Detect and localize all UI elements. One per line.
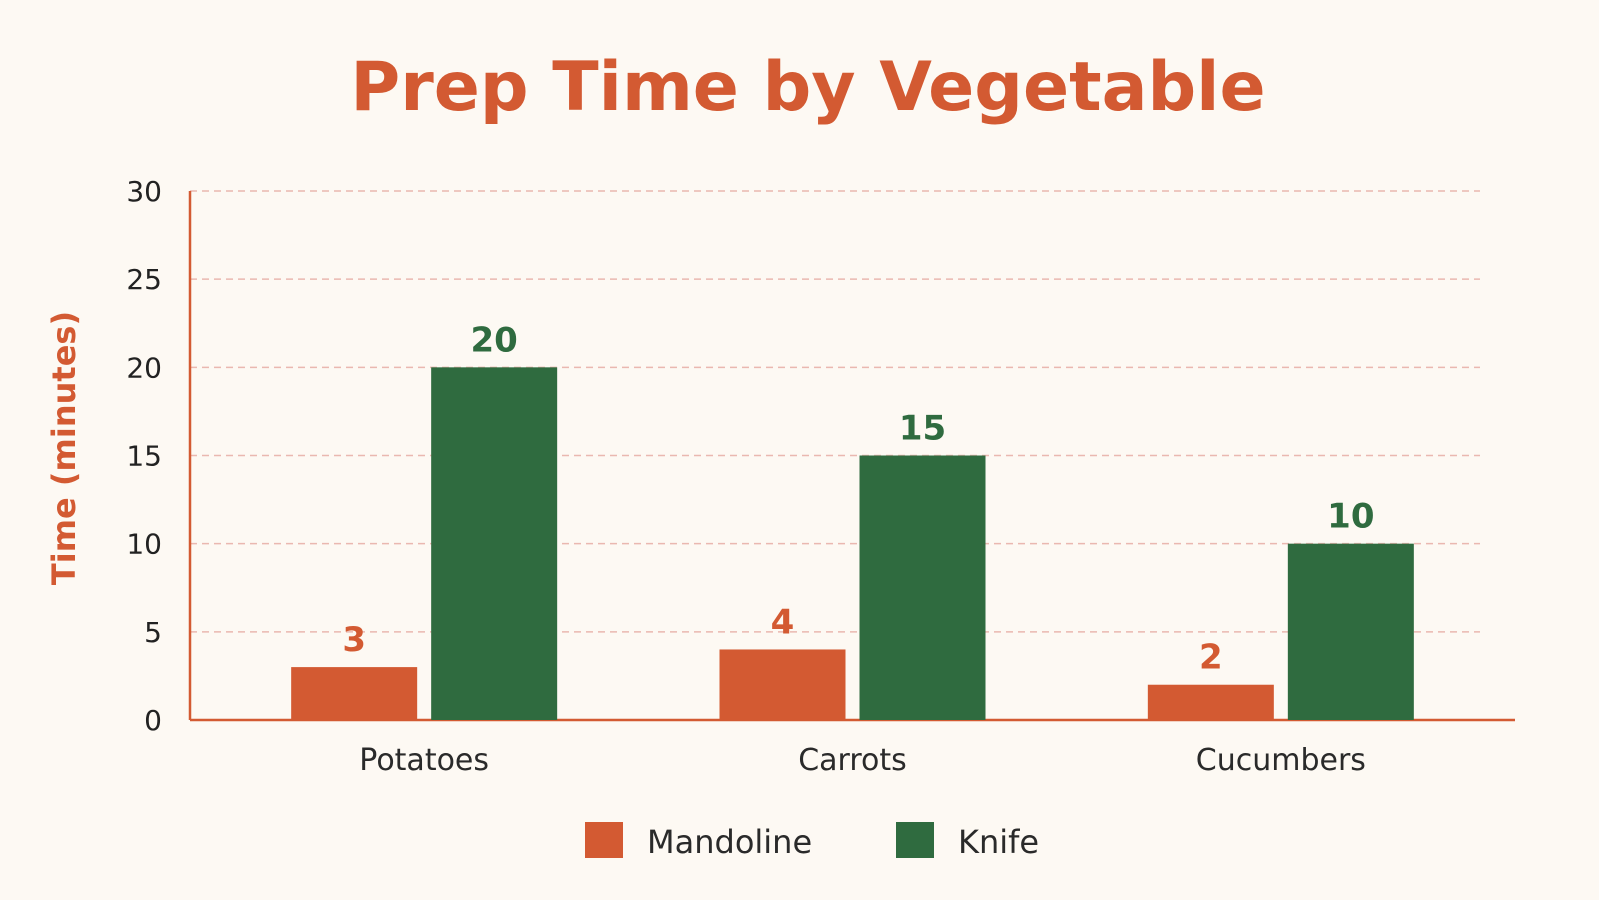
y-axis-label: Time (minutes) <box>45 311 83 585</box>
bar-mandoline-cucumbers <box>1147 684 1274 720</box>
y-tick-label: 10 <box>126 528 162 561</box>
legend-item-knife: Knife <box>896 822 1039 861</box>
legend-swatch <box>585 822 623 858</box>
bar-knife-potatoes <box>431 367 558 720</box>
bar-value-label: 15 <box>899 409 946 449</box>
bar-knife-cucumbers <box>1287 543 1414 720</box>
y-tick-label: 20 <box>126 351 162 384</box>
legend-swatch <box>896 822 934 858</box>
bar-value-label: 2 <box>1199 638 1223 678</box>
y-tick-label: 0 <box>144 704 162 737</box>
bar-value-label: 4 <box>771 602 795 642</box>
x-category-label: Carrots <box>798 743 907 778</box>
y-axis-ticks: 0 5 10 15 20 25 30 <box>126 175 162 737</box>
chart-title: Prep Time by Vegetable <box>350 48 1265 127</box>
y-tick-label: 5 <box>144 616 162 649</box>
legend-label: Mandoline <box>647 823 812 861</box>
legend: Mandoline Knife <box>585 822 1039 861</box>
x-category-label: Potatoes <box>359 743 489 778</box>
y-tick-label: 15 <box>126 440 162 473</box>
bar-value-label: 10 <box>1327 497 1374 537</box>
x-axis-categories: Potatoes Carrots Cucumbers <box>359 743 1366 778</box>
bar-knife-carrots <box>859 455 986 720</box>
gridlines <box>190 190 1480 633</box>
bar-mandoline-potatoes <box>291 667 418 720</box>
y-tick-label: 25 <box>126 263 162 296</box>
bar-value-labels: 3 20 4 15 2 10 <box>342 320 1374 677</box>
y-tick-label: 30 <box>126 175 162 208</box>
legend-label: Knife <box>958 823 1039 861</box>
bars <box>291 367 1414 720</box>
bar-value-label: 3 <box>342 620 366 660</box>
bar-mandoline-carrots <box>719 649 846 720</box>
x-category-label: Cucumbers <box>1196 743 1366 778</box>
legend-item-mandoline: Mandoline <box>585 822 812 861</box>
bar-value-label: 20 <box>471 320 518 360</box>
